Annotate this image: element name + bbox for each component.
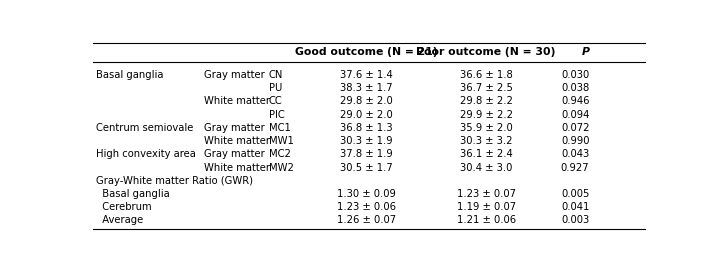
Text: Centrum semiovale: Centrum semiovale <box>96 123 193 133</box>
Text: White matter: White matter <box>204 136 271 146</box>
Text: Good outcome (N = 21): Good outcome (N = 21) <box>295 47 438 57</box>
Text: 0.030: 0.030 <box>561 70 590 80</box>
Text: 37.6 ± 1.4: 37.6 ± 1.4 <box>340 70 392 80</box>
Text: MW2: MW2 <box>269 163 294 173</box>
Text: 35.9 ± 2.0: 35.9 ± 2.0 <box>460 123 513 133</box>
Text: 1.26 ± 0.07: 1.26 ± 0.07 <box>337 215 396 225</box>
Text: Cerebrum: Cerebrum <box>96 202 151 212</box>
Text: 0.038: 0.038 <box>561 83 590 93</box>
Text: 1.23 ± 0.07: 1.23 ± 0.07 <box>456 189 516 199</box>
Text: 30.4 ± 3.0: 30.4 ± 3.0 <box>460 163 513 173</box>
Text: 0.990: 0.990 <box>561 136 590 146</box>
Text: 0.003: 0.003 <box>561 215 590 225</box>
Text: 29.8 ± 2.2: 29.8 ± 2.2 <box>460 96 513 107</box>
Text: 0.946: 0.946 <box>561 96 590 107</box>
Text: High convexity area: High convexity area <box>96 149 195 159</box>
Text: Basal ganglia: Basal ganglia <box>96 70 163 80</box>
Text: 36.7 ± 2.5: 36.7 ± 2.5 <box>460 83 513 93</box>
Text: 30.3 ± 3.2: 30.3 ± 3.2 <box>460 136 513 146</box>
Text: 30.5 ± 1.7: 30.5 ± 1.7 <box>340 163 392 173</box>
Text: P: P <box>582 47 590 57</box>
Text: Gray matter: Gray matter <box>204 149 265 159</box>
Text: PU: PU <box>269 83 282 93</box>
Text: MW1: MW1 <box>269 136 294 146</box>
Text: 1.21 ± 0.06: 1.21 ± 0.06 <box>456 215 516 225</box>
Text: 1.30 ± 0.09: 1.30 ± 0.09 <box>337 189 396 199</box>
Text: 0.072: 0.072 <box>561 123 590 133</box>
Text: 0.005: 0.005 <box>561 189 590 199</box>
Text: 29.9 ± 2.2: 29.9 ± 2.2 <box>459 109 513 120</box>
Text: Gray matter: Gray matter <box>204 123 265 133</box>
Text: 36.1 ± 2.4: 36.1 ± 2.4 <box>460 149 513 159</box>
Text: 29.0 ± 2.0: 29.0 ± 2.0 <box>340 109 392 120</box>
Text: 0.041: 0.041 <box>561 202 590 212</box>
Text: Average: Average <box>96 215 143 225</box>
Text: 0.094: 0.094 <box>561 109 590 120</box>
Text: 36.6 ± 1.8: 36.6 ± 1.8 <box>460 70 513 80</box>
Text: 37.8 ± 1.9: 37.8 ± 1.9 <box>340 149 392 159</box>
Text: 1.23 ± 0.06: 1.23 ± 0.06 <box>337 202 396 212</box>
Text: MC1: MC1 <box>269 123 290 133</box>
Text: MC2: MC2 <box>269 149 290 159</box>
Text: Poor outcome (N = 30): Poor outcome (N = 30) <box>416 47 556 57</box>
Text: CN: CN <box>269 70 283 80</box>
Text: Gray matter: Gray matter <box>204 70 265 80</box>
Text: 1.19 ± 0.07: 1.19 ± 0.07 <box>456 202 516 212</box>
Text: 30.3 ± 1.9: 30.3 ± 1.9 <box>340 136 392 146</box>
Text: CC: CC <box>269 96 282 107</box>
Text: 36.8 ± 1.3: 36.8 ± 1.3 <box>340 123 392 133</box>
Text: 0.043: 0.043 <box>561 149 590 159</box>
Text: White matter: White matter <box>204 163 271 173</box>
Text: 29.8 ± 2.0: 29.8 ± 2.0 <box>340 96 392 107</box>
Text: 38.3 ± 1.7: 38.3 ± 1.7 <box>340 83 392 93</box>
Text: Basal ganglia: Basal ganglia <box>96 189 169 199</box>
Text: PIC: PIC <box>269 109 284 120</box>
Text: White matter: White matter <box>204 96 271 107</box>
Text: 0.927: 0.927 <box>561 163 590 173</box>
Text: Gray-White matter Ratio (GWR): Gray-White matter Ratio (GWR) <box>96 176 253 186</box>
